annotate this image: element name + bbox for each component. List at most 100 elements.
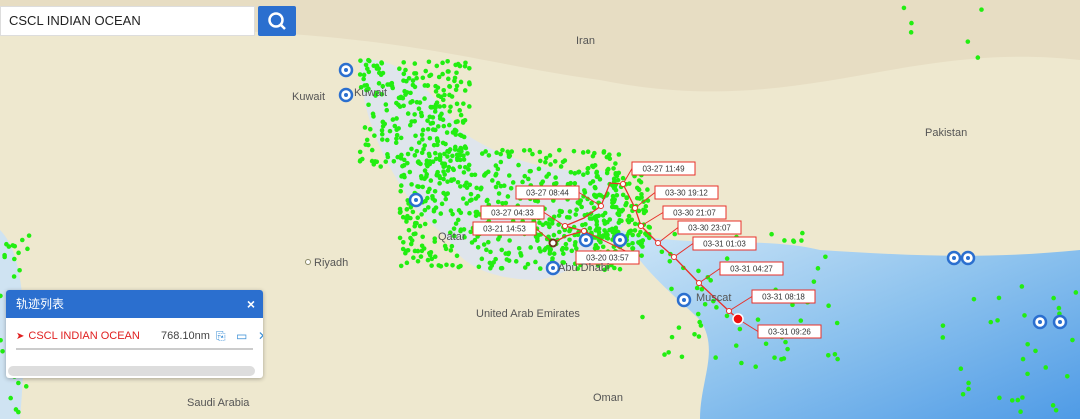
ship-dot[interactable] (404, 207, 410, 212)
ship-dot[interactable] (423, 198, 428, 204)
ship-dot[interactable] (644, 232, 650, 238)
ship-dot[interactable] (499, 247, 505, 253)
port-icon[interactable] (338, 87, 354, 103)
ship-dot[interactable] (422, 221, 428, 227)
ship-dot[interactable] (493, 173, 498, 178)
ship-dot[interactable] (367, 58, 372, 64)
ship-dot[interactable] (461, 157, 467, 162)
ship-dot[interactable] (458, 79, 464, 85)
ship-dot[interactable] (445, 76, 451, 82)
ship-dot[interactable] (547, 153, 553, 158)
ship-dot[interactable] (630, 232, 635, 238)
ship-dot[interactable] (753, 364, 758, 370)
ship-dot[interactable] (440, 161, 445, 166)
ship-dot[interactable] (419, 150, 425, 156)
ship-dot[interactable] (592, 150, 597, 156)
ship-dot[interactable] (488, 249, 493, 255)
ship-dot[interactable] (2, 252, 7, 258)
ship-dot[interactable] (420, 137, 425, 142)
ship-dot[interactable] (594, 226, 600, 231)
ship-dot[interactable] (408, 204, 414, 210)
ship-dot[interactable] (434, 100, 440, 105)
ship-dot[interactable] (779, 356, 784, 362)
ship-dot[interactable] (364, 137, 370, 143)
ship-dot[interactable] (457, 152, 463, 158)
ship-dot[interactable] (422, 96, 427, 101)
ship-dot[interactable] (0, 349, 5, 354)
track-point[interactable] (726, 308, 732, 314)
ship-dot[interactable] (996, 295, 1002, 301)
ship-dot[interactable] (432, 109, 438, 114)
ship-dot[interactable] (371, 162, 377, 167)
ship-dot[interactable] (410, 78, 416, 83)
ship-dot[interactable] (528, 245, 533, 250)
track-point[interactable] (671, 254, 677, 260)
ship-dot[interactable] (965, 39, 971, 44)
ship-dot[interactable] (600, 244, 606, 250)
ship-dot[interactable] (424, 158, 430, 164)
ship-dot[interactable] (439, 201, 445, 207)
ship-dot[interactable] (636, 240, 641, 245)
ship-dot[interactable] (400, 95, 406, 101)
ship-dot[interactable] (403, 92, 408, 97)
ship-dot[interactable] (498, 265, 504, 271)
port-icon[interactable] (1032, 314, 1048, 330)
ship-dot[interactable] (437, 157, 443, 163)
ship-dot[interactable] (0, 293, 3, 299)
ship-dot[interactable] (441, 176, 446, 182)
ship-dot[interactable] (498, 159, 504, 165)
ship-dot[interactable] (496, 191, 502, 196)
ship-dot[interactable] (409, 146, 414, 152)
ship-dot[interactable] (437, 152, 443, 157)
ship-dot[interactable] (367, 126, 373, 132)
ship-dot[interactable] (17, 267, 22, 273)
ship-dot[interactable] (463, 60, 468, 66)
ship-dot[interactable] (490, 178, 495, 183)
ship-dot[interactable] (537, 266, 543, 271)
ship-dot[interactable] (737, 326, 743, 332)
ship-dot[interactable] (624, 195, 629, 200)
ship-dot[interactable] (400, 163, 405, 169)
ship-dot[interactable] (411, 231, 417, 237)
ship-dot[interactable] (365, 142, 371, 148)
ship-dot[interactable] (455, 179, 461, 185)
ship-dot[interactable] (458, 184, 463, 189)
ship-dot[interactable] (772, 355, 777, 360)
ship-dot[interactable] (425, 257, 431, 263)
ship-dot[interactable] (834, 320, 840, 326)
ship-dot[interactable] (445, 191, 451, 196)
ship-dot[interactable] (422, 168, 428, 173)
ship-dot[interactable] (418, 254, 424, 259)
ship-dot[interactable] (548, 247, 554, 252)
ship-dot[interactable] (614, 192, 620, 198)
ship-dot[interactable] (669, 286, 674, 292)
ship-dot[interactable] (449, 243, 455, 249)
ship-dot[interactable] (447, 122, 452, 128)
ship-dot[interactable] (428, 72, 434, 78)
ship-dot[interactable] (594, 219, 600, 224)
port-icon[interactable] (676, 292, 692, 308)
ship-dot[interactable] (432, 219, 437, 224)
ship-dot[interactable] (997, 395, 1002, 401)
ship-dot[interactable] (826, 303, 831, 309)
ship-dot[interactable] (604, 235, 610, 240)
ship-dot[interactable] (702, 301, 708, 307)
ship-dot[interactable] (461, 134, 467, 140)
ship-dot[interactable] (500, 147, 505, 153)
ship-dot[interactable] (440, 140, 446, 146)
ship-dot[interactable] (543, 155, 549, 161)
ship-dot[interactable] (455, 157, 460, 163)
ship-dot[interactable] (525, 261, 531, 267)
ship-dot[interactable] (467, 65, 472, 71)
ship-dot[interactable] (513, 259, 519, 264)
ship-dot[interactable] (479, 256, 485, 262)
ship-dot[interactable] (442, 92, 447, 98)
ship-dot[interactable] (363, 62, 369, 68)
horizontal-scrollbar[interactable] (8, 366, 255, 376)
ship-dot[interactable] (940, 335, 946, 340)
ship-dot[interactable] (610, 193, 616, 199)
ship-dot[interactable] (450, 262, 455, 268)
ship-dot[interactable] (454, 101, 460, 107)
ship-dot[interactable] (601, 150, 607, 155)
ship-dot[interactable] (12, 256, 17, 262)
